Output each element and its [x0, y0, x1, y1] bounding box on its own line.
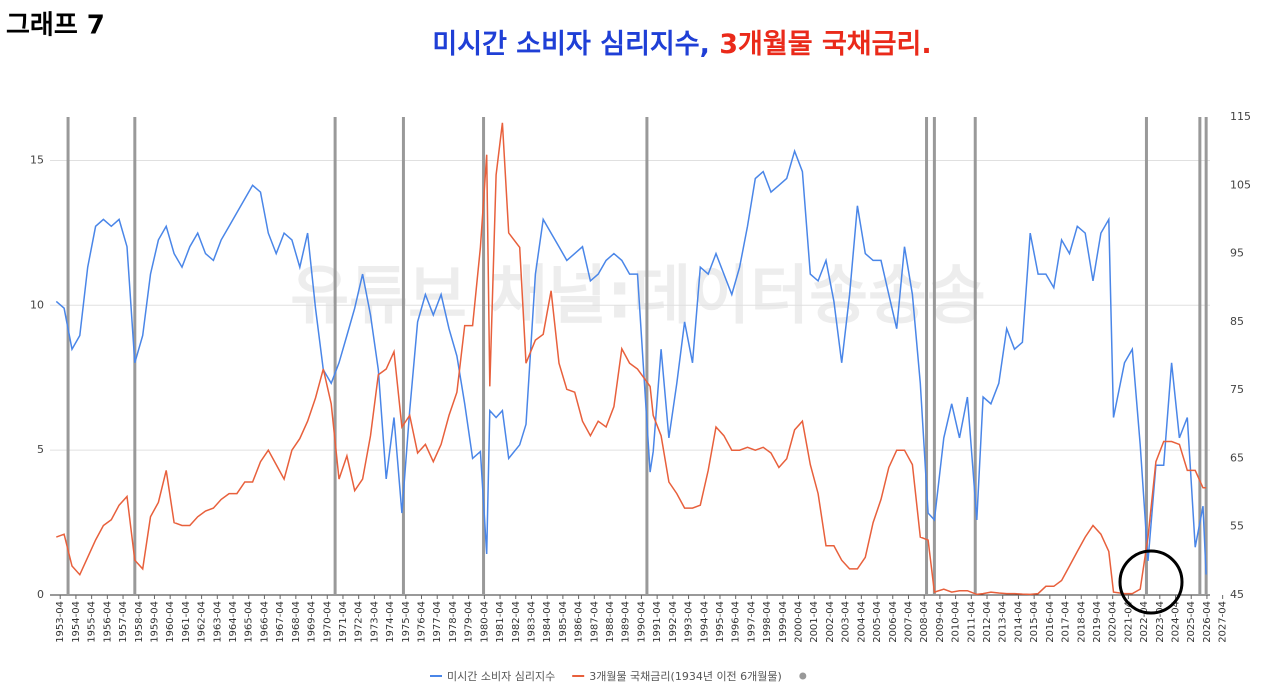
x-tick-label: 1997-04 [746, 601, 757, 643]
x-tick-label: 1999-04 [778, 601, 789, 643]
x-tick-label: 2014-04 [1013, 601, 1024, 643]
x-tick-label: 1996-04 [731, 601, 742, 643]
x-tick-label: 2022-04 [1139, 601, 1150, 643]
x-tick-label: 1967-04 [275, 601, 286, 643]
x-tick-label: 1995-04 [715, 601, 726, 643]
x-tick-label: 1981-04 [495, 601, 506, 643]
y2-tick-label: 85 [1230, 315, 1244, 328]
y2-tick-label: 45 [1230, 588, 1244, 601]
x-tick-label: 2001-04 [809, 601, 820, 643]
x-tick-label: 2000-04 [794, 601, 805, 643]
x-tick-label: 1958-04 [134, 601, 145, 643]
chart-title: 미시간 소비자 심리지수, 3개월물 국채금리. [432, 29, 931, 60]
x-tick-label: 2021-04 [1123, 601, 1134, 643]
y-tick-label: 15 [30, 153, 44, 166]
x-tick-label: 1980-04 [479, 601, 490, 643]
y-tick-label: 5 [37, 443, 44, 456]
x-tick-label: 1985-04 [558, 601, 569, 643]
series-line [55, 148, 1207, 575]
x-tick-label: 2003-04 [841, 601, 852, 643]
x-tick-label: 2007-04 [903, 601, 914, 643]
x-tick-label: 1968-04 [291, 601, 302, 643]
x-tick-label: 2004-04 [856, 601, 867, 643]
x-tick-label: 1982-04 [511, 601, 522, 643]
x-tick-label: 1953-04 [55, 601, 66, 643]
x-tick-label: 1979-04 [464, 601, 475, 643]
x-tick-label: 2018-04 [1076, 601, 1087, 643]
x-tick-label: 2009-04 [935, 601, 946, 643]
x-tick-label: 2020-04 [1108, 601, 1119, 643]
legend-label: 미시간 소비자 심리지수 [447, 670, 555, 683]
y2-tick-label: 95 [1230, 247, 1244, 260]
page-label: 그래프 7 [6, 11, 105, 41]
x-tick-label: 1963-04 [212, 601, 223, 643]
x-tick-label: 1994-04 [699, 601, 710, 643]
x-tick-label: 2026-04 [1202, 601, 1213, 643]
x-tick-label: 2002-04 [825, 601, 836, 643]
x-tick-label: 1971-04 [338, 601, 349, 643]
x-tick-label: 1977-04 [432, 601, 443, 643]
x-tick-label: 1976-04 [417, 601, 428, 643]
x-tick-label: 2015-04 [1029, 601, 1040, 643]
x-tick-label: 2023-04 [1155, 601, 1166, 643]
x-tick-label: 1975-04 [401, 601, 412, 643]
y2-tick-label: 65 [1230, 451, 1244, 464]
x-tick-label: 1956-04 [102, 601, 113, 643]
x-tick-label: 1964-04 [228, 601, 239, 643]
x-tick-label: 2010-04 [951, 601, 962, 643]
title-part: 미시간 소비자 심리지수, [432, 29, 709, 60]
x-tick-label: 1986-04 [574, 601, 585, 643]
y2-tick-label: 75 [1230, 383, 1244, 396]
x-tick-label: 1965-04 [244, 601, 255, 643]
x-tick-label: 1969-04 [307, 601, 318, 643]
series-line [56, 122, 1207, 596]
x-tick-label: 1973-04 [369, 601, 380, 643]
x-tick-label: 1991-04 [652, 601, 663, 643]
y2-tick-label: 55 [1230, 520, 1244, 533]
y2-tick-label: 115 [1230, 110, 1251, 123]
y-tick-label: 10 [30, 298, 44, 311]
x-tick-label: 1983-04 [526, 601, 537, 643]
x-tick-label: 1989-04 [621, 601, 632, 643]
highlight-circle [1118, 549, 1184, 615]
x-tick-label: 1990-04 [636, 601, 647, 643]
x-tick-label: 1987-04 [589, 601, 600, 643]
x-tick-label: 1992-04 [668, 601, 679, 643]
x-tick-label: 1988-04 [605, 601, 616, 643]
x-tick-label: 1957-04 [118, 601, 129, 643]
legend-dot [799, 672, 807, 680]
x-tick-label: 1974-04 [385, 601, 396, 643]
watermark: 유튜브 채널:데이터송송송 [290, 260, 986, 334]
x-tick-label: 2006-04 [888, 601, 899, 643]
x-tick-label: 1961-04 [181, 601, 192, 643]
x-tick-label: 1954-04 [71, 601, 82, 643]
x-tick-label: 2013-04 [998, 601, 1009, 643]
y2-tick-label: 105 [1230, 178, 1251, 191]
x-tick-label: 2027-04 [1218, 601, 1229, 643]
x-tick-label: 2011-04 [966, 601, 977, 643]
x-tick-label: 2008-04 [919, 601, 930, 643]
x-tick-label: 1959-04 [149, 601, 160, 643]
x-tick-label: 2005-04 [872, 601, 883, 643]
x-tick-label: 1966-04 [259, 601, 270, 643]
title-part: 3개월물 국채금리. [719, 29, 931, 60]
x-tick-label: 1972-04 [354, 601, 365, 643]
x-tick-label: 2017-04 [1061, 601, 1072, 643]
x-tick-label: 1998-04 [762, 601, 773, 643]
x-tick-label: 2024-04 [1171, 601, 1182, 643]
x-tick-label: 1960-04 [165, 601, 176, 643]
x-tick-label: 1955-04 [87, 601, 98, 643]
x-tick-label: 2019-04 [1092, 601, 1103, 643]
x-tick-label: 1970-04 [322, 601, 333, 643]
x-tick-label: 1984-04 [542, 601, 553, 643]
x-tick-label: 2012-04 [982, 601, 993, 643]
x-tick-label: 1993-04 [684, 601, 695, 643]
x-tick-label: 1978-04 [448, 601, 459, 643]
x-tick-label: 2016-04 [1045, 601, 1056, 643]
y-tick-label: 0 [37, 588, 44, 601]
legend-label: 3개월물 국채금리(1934년 이전 6개월물) [589, 670, 782, 683]
x-tick-label: 1962-04 [197, 601, 208, 643]
x-tick-label: 2025-04 [1186, 601, 1197, 643]
